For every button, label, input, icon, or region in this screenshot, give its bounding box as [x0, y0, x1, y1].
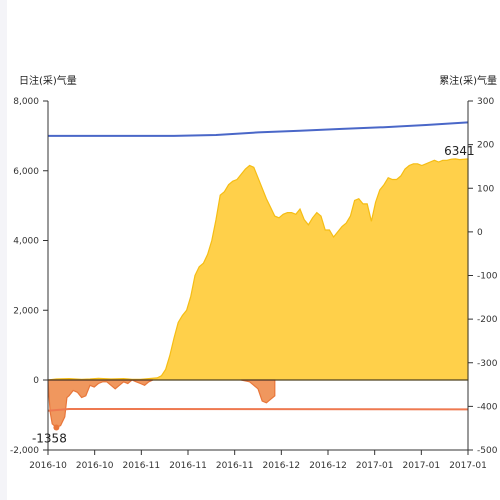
x-tick-label: 2016-10: [29, 461, 67, 471]
x-tick-label: 2016-11: [123, 461, 161, 471]
left-tick-label: 4,000: [13, 237, 39, 247]
line-series-2: [48, 121, 469, 137]
x-tick-label: 2016-12: [309, 461, 347, 471]
axes-layer: [43, 100, 473, 455]
right-tick-label: 300: [477, 97, 494, 107]
area-series-1: [47, 379, 154, 429]
area-series-layer: [47, 158, 469, 429]
right-tick-label: 0: [477, 228, 483, 238]
right-tick-label: -200: [477, 315, 498, 325]
x-tick-label: 2016-11: [169, 461, 207, 471]
left-tick-label: -2,000: [10, 446, 39, 456]
right-tick-label: -300: [477, 359, 498, 369]
x-tick-label: 2016-12: [263, 461, 301, 471]
left-tick-label: 2,000: [13, 306, 39, 316]
x-tick-label: 2017-01: [356, 461, 394, 471]
area-series-0: [47, 158, 469, 381]
left-tick-label: 6,000: [13, 167, 39, 177]
left-axis-title: 日注(采)气量: [19, 74, 77, 87]
x-tick-label: 2017-01: [403, 461, 441, 471]
x-tick-label: 2017-01: [449, 461, 487, 471]
line-series-3: [47, 408, 469, 412]
data-label-1: -1358: [32, 432, 67, 446]
right-tick-label: -100: [477, 272, 498, 282]
x-tick-label: 2016-10: [76, 461, 114, 471]
min-point-marker: [53, 424, 60, 431]
area-series-1-segment-2: [241, 379, 276, 404]
left-edge-strip: [0, 0, 7, 500]
right-tick-label: -400: [477, 402, 498, 412]
x-tick-label: 2016-11: [216, 461, 254, 471]
labels-layer: 8,000 6,000 4,000 2,000 0 -2,000 300 200 100 0 -10…: [10, 74, 498, 471]
right-tick-label: 100: [477, 184, 494, 194]
right-tick-label: -500: [477, 446, 498, 456]
left-tick-label: 8,000: [13, 97, 39, 107]
line-series-layer: [47, 121, 469, 431]
data-label-0: 6341: [444, 144, 475, 158]
left-tick-label: 0: [33, 376, 39, 386]
right-axis-title: 累注(采)气量: [439, 74, 497, 87]
right-tick-label: 200: [477, 141, 494, 151]
